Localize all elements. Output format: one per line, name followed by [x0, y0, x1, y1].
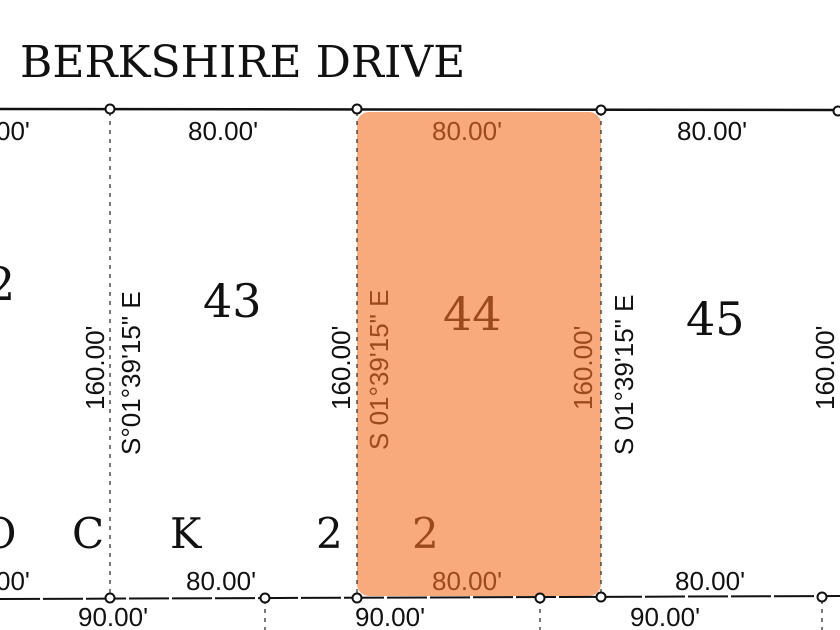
lot-43-bearing: S°01°39'15" E [116, 291, 146, 455]
rear-lot-dim-2: 90.00' [355, 602, 425, 630]
lot-45-side-dim: 160.00' [810, 326, 840, 411]
partial-lot-rear-dim: 00' [0, 566, 30, 596]
lot-43-rear-dim: 80.00' [186, 566, 256, 596]
lot-43-front-dim: 80.00' [188, 116, 258, 146]
block-number-2b: 2 [412, 509, 439, 558]
lot-45-number: 45 [686, 292, 745, 346]
block-letter-c: C [72, 509, 104, 558]
block-number-2a: 2 [316, 509, 343, 558]
lot-45-bearing: S 01°39'15" E [609, 295, 639, 455]
block-letter-o: O [0, 509, 16, 558]
rear-lot-dim-1: 90.00' [78, 602, 148, 630]
lot-44-bearing: S 01°39'15" E [364, 290, 394, 450]
lot-44-number: 44 [443, 287, 502, 341]
lot-45-rear-dim: 80.00' [675, 566, 745, 596]
lot-44-front-dim: 80.00' [432, 116, 502, 146]
rear-lot-line [0, 595, 840, 600]
lot-45-front-dim: 80.00' [677, 116, 747, 146]
street-name: BERKSHIRE DRIVE [20, 37, 465, 88]
partial-lot-front-dim: 00' [0, 116, 30, 146]
lot-44-rear-dim: 80.00' [432, 566, 502, 596]
lot-44-side-dim-left: 160.00' [326, 326, 356, 411]
lot-44-side-dim-right: 160.00' [568, 326, 598, 411]
block-letter-k: K [170, 509, 203, 558]
lot-2-partial-number: 2 [0, 257, 15, 311]
lot-44-highlight[interactable] [357, 112, 601, 596]
lot-43-number: 43 [203, 274, 262, 328]
street-right-of-way-line [0, 107, 840, 112]
survey-monument-icons [104, 103, 840, 604]
rear-lot-dim-3: 90.00' [630, 602, 700, 630]
lot-43-side-dim: 160.00' [80, 326, 110, 411]
